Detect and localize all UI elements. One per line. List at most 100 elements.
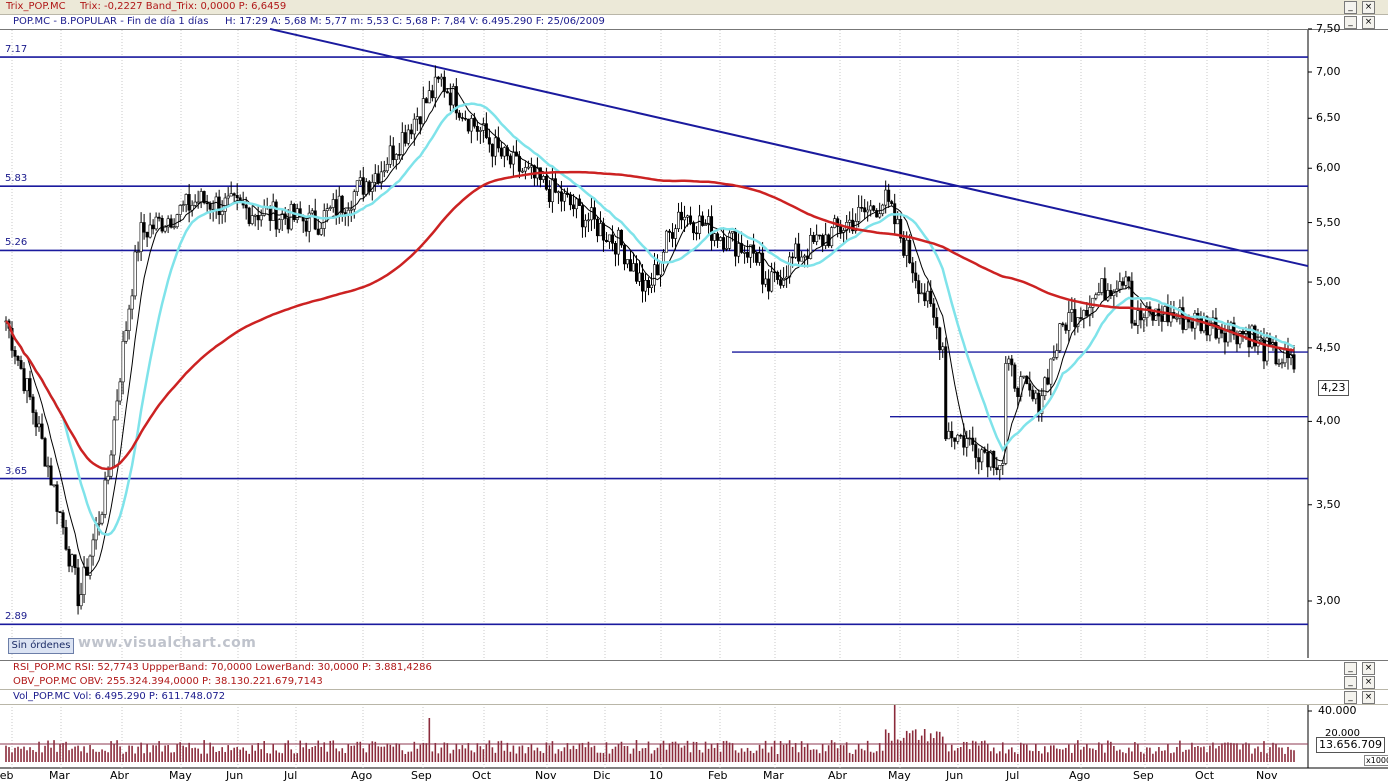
trix-values: Trix: -0,2227 Band_Trix: 0,0000 P: 6,645…	[80, 1, 287, 12]
candle-body	[520, 170, 524, 173]
candle-body	[1241, 331, 1245, 334]
candle-body	[668, 230, 672, 233]
candle-body	[1067, 312, 1071, 331]
candle-body	[154, 216, 158, 230]
time-label: Feb	[0, 769, 14, 782]
candle-body	[121, 340, 125, 383]
candle-body	[496, 137, 500, 149]
candle-body	[616, 229, 620, 255]
candle-body	[274, 201, 278, 230]
candle-body	[1169, 312, 1173, 323]
candle-body	[848, 219, 852, 223]
candle-body	[439, 76, 443, 80]
candle-body	[872, 205, 876, 211]
trix-series-label: Trix_POP.MC	[6, 1, 66, 12]
candle-body	[244, 204, 248, 209]
candle-body	[34, 412, 38, 428]
candle-body	[1043, 377, 1047, 397]
candle-body	[574, 198, 578, 210]
volume-close-button[interactable]: ×	[1362, 691, 1375, 704]
obv-minimize-button[interactable]: _	[1344, 676, 1357, 689]
candle-body	[196, 201, 200, 204]
candle-body	[550, 178, 554, 203]
candle-body	[100, 514, 104, 524]
level-label: 7.17	[5, 44, 28, 56]
candle-body	[523, 167, 527, 172]
candle-body	[791, 256, 795, 259]
candle-body	[427, 90, 431, 104]
candle-body	[1160, 315, 1164, 322]
candle-body	[448, 92, 452, 106]
candle-body	[433, 76, 437, 99]
candle-body	[304, 220, 308, 232]
candle-body	[580, 205, 584, 228]
rsi-close-button[interactable]: ×	[1362, 662, 1375, 675]
candle-body	[695, 232, 699, 235]
candle-body	[643, 280, 647, 292]
candle-body	[307, 212, 311, 232]
close-button[interactable]: ×	[1362, 1, 1375, 14]
candle-body	[710, 216, 714, 241]
time-label: Jun	[946, 769, 964, 782]
candle-body	[367, 181, 371, 192]
candle-body	[64, 527, 68, 550]
price-tick-label: 7,00	[1316, 65, 1341, 78]
candle-body	[716, 233, 720, 241]
candle-body	[466, 118, 470, 132]
candle-body	[998, 464, 1002, 471]
candle-body	[583, 219, 587, 228]
candle-body	[343, 212, 347, 215]
candle-body	[653, 264, 657, 286]
last-volume-tag: 13.656.709	[1316, 737, 1385, 753]
candle-body	[887, 189, 891, 202]
candle-body	[794, 243, 798, 258]
candle-body	[818, 234, 822, 237]
candle-body	[809, 234, 813, 259]
candle-body	[640, 272, 644, 292]
obv-close-button[interactable]: ×	[1362, 676, 1375, 689]
price-tick-label: 4,00	[1316, 414, 1341, 428]
main-minimize-button[interactable]: _	[1344, 16, 1357, 29]
rsi-minimize-button[interactable]: _	[1344, 662, 1357, 675]
volume-minimize-button[interactable]: _	[1344, 691, 1357, 704]
candle-body	[91, 539, 95, 557]
candle-body	[779, 279, 783, 286]
candle-body	[749, 244, 753, 258]
candle-body	[421, 98, 425, 125]
candle-body	[824, 234, 828, 246]
time-label: Oct	[1195, 769, 1215, 782]
candle-body	[731, 231, 735, 234]
minimize-button[interactable]: _	[1344, 1, 1357, 14]
candle-body	[938, 327, 942, 351]
candle-body	[328, 207, 332, 209]
candle-body	[725, 247, 729, 250]
candle-body	[836, 218, 840, 227]
price-tick-label: 7,50	[1316, 21, 1341, 35]
candle-body	[1052, 357, 1056, 360]
main-ohlc-values: H: 17:29 A: 5,68 M: 5,77 m: 5,53 C: 5,68…	[225, 16, 605, 27]
candle-body	[184, 194, 188, 205]
candle-body	[310, 210, 314, 214]
candle-body	[860, 207, 864, 209]
candle-body	[130, 295, 134, 310]
main-close-button[interactable]: ×	[1362, 16, 1375, 29]
candle-body	[430, 90, 434, 99]
level-label: 5.26	[5, 237, 28, 249]
candle-body	[442, 76, 446, 92]
rsi-values: RSI_POP.MC RSI: 52,7743 UppperBand: 70,0…	[13, 662, 432, 673]
candle-body	[622, 244, 626, 265]
candle-body	[1217, 329, 1221, 339]
candle-body	[1268, 337, 1272, 345]
candle-body	[49, 465, 53, 486]
candle-body	[944, 346, 948, 440]
candle-body	[562, 192, 566, 202]
candle-body	[472, 118, 476, 127]
level-label: 5.83	[5, 173, 28, 185]
candle-body	[193, 201, 197, 206]
orders-status-button[interactable]: Sin órdenes	[8, 638, 74, 654]
candle-body	[625, 259, 629, 265]
candle-body	[112, 419, 116, 456]
candle-body	[914, 272, 918, 281]
candle-body	[532, 165, 536, 179]
candle-body	[598, 223, 602, 237]
